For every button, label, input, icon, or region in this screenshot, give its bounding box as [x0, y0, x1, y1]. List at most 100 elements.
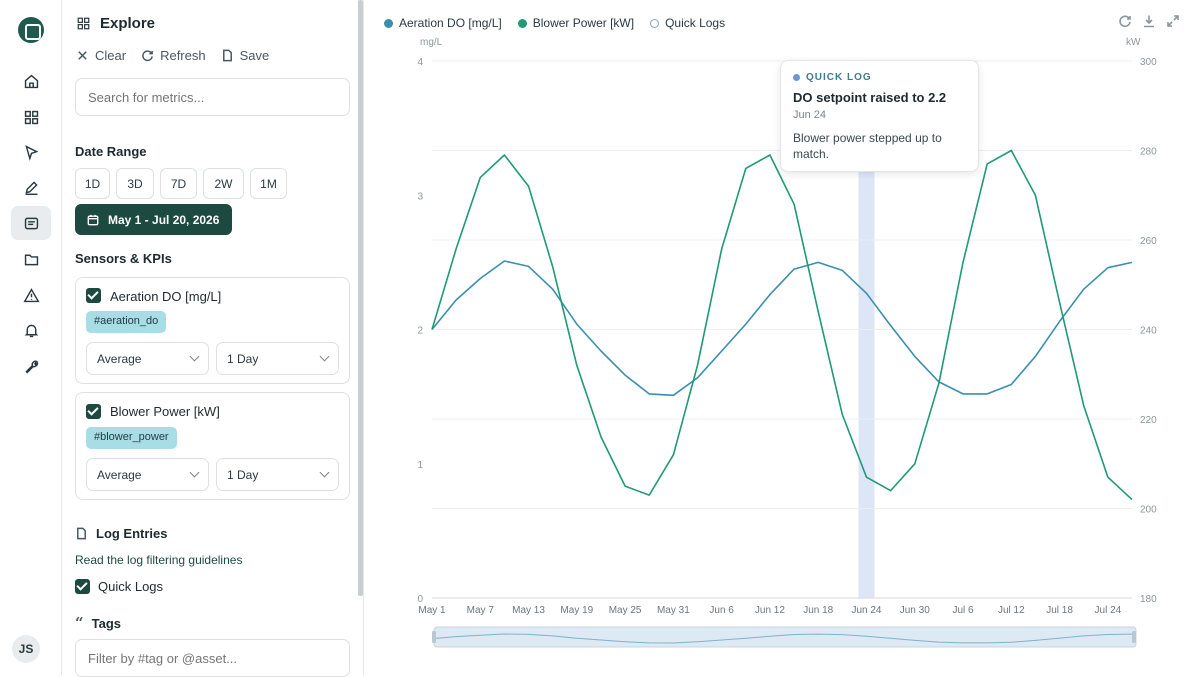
clear-label: Clear	[95, 48, 127, 63]
bell-icon[interactable]	[11, 313, 51, 347]
tag-filter-input[interactable]	[75, 639, 350, 677]
x-tick-label: May 19	[560, 605, 593, 616]
app-logo[interactable]	[18, 17, 44, 43]
refresh-label: Refresh	[160, 48, 206, 63]
range-3d-button[interactable]: 3D	[116, 168, 154, 199]
sensor-tag-do[interactable]: #aeration_do	[86, 311, 167, 333]
wrench-icon[interactable]	[11, 349, 51, 383]
chevron-down-icon	[189, 467, 200, 478]
quick-logs-label: Quick Logs	[98, 579, 164, 594]
y-right-tick: 180	[1140, 594, 1157, 605]
range-navigator	[433, 626, 1137, 648]
interval-select-power[interactable]: 1 Day	[216, 458, 339, 491]
metric-search-input[interactable]	[75, 78, 350, 116]
log-entries-label: Log Entries	[96, 526, 168, 541]
aggregation-select-do[interactable]: Average	[86, 342, 209, 375]
alert-icon[interactable]	[11, 278, 51, 312]
sensor-card-power: Blower Power [kW] #blower_power Average …	[75, 392, 350, 500]
y-left-tick: 0	[417, 594, 423, 605]
sensor-checkbox-power[interactable]	[86, 404, 101, 419]
explore-panel: Explore Clear Refresh Save Date Range 1D…	[62, 0, 362, 677]
explore-icon[interactable]	[11, 206, 51, 240]
x-tick-label: May 13	[512, 605, 545, 616]
download-icon[interactable]	[1142, 14, 1156, 28]
y-right-tick: 260	[1140, 236, 1157, 247]
y-right-tick: 300	[1140, 57, 1157, 68]
panel-title: Explore	[76, 15, 155, 32]
y-right-tick: 220	[1140, 415, 1157, 426]
interval-select-do[interactable]: 1 Day	[216, 342, 339, 375]
folder-icon[interactable]	[11, 242, 51, 276]
tooltip-title: DO setpoint raised to 2.2	[793, 90, 947, 105]
save-button[interactable]: Save	[221, 48, 269, 63]
document-icon	[77, 527, 86, 540]
edit-icon[interactable]	[11, 170, 51, 204]
guidelines-link[interactable]: Read the log filtering guidelines	[75, 553, 243, 567]
legend-item-power[interactable]: Blower Power [kW]	[517, 16, 635, 30]
quick-logs-toggle[interactable]: Quick Logs	[75, 579, 163, 594]
y-right-tick: 200	[1140, 505, 1157, 516]
home-icon[interactable]	[11, 64, 51, 98]
log-entries-heading: Log Entries	[75, 526, 168, 541]
range-1d-button[interactable]: 1D	[75, 168, 110, 199]
aggregation-value: Average	[97, 351, 142, 366]
range-2w-button[interactable]: 2W	[203, 168, 244, 199]
refresh-icon[interactable]	[1118, 14, 1132, 28]
legend-item-logs[interactable]: Quick Logs	[650, 16, 725, 30]
y-right-tick: 240	[1140, 326, 1157, 337]
date-picker-button[interactable]: May 1 - Jul 20, 2026	[75, 204, 232, 235]
legend-label-do: Aeration DO [mg/L]	[399, 16, 502, 30]
y-left-tick: 2	[417, 326, 423, 337]
y-left-tick: 3	[417, 191, 423, 202]
quick-log-tooltip[interactable]: QUICK LOG DO setpoint raised to 2.2 Jun …	[780, 60, 979, 172]
cursor-icon[interactable]	[11, 135, 51, 169]
chart-svg: 180 200 220 240 260 280 300 0 1 2 3 4 mg/L kW May 1 May…	[417, 37, 1157, 648]
refresh-icon	[142, 50, 153, 62]
legend-item-do[interactable]: Aeration DO [mg/L]	[384, 16, 502, 30]
quote-icon: “	[75, 614, 84, 632]
quick-logs-checkbox[interactable]	[75, 579, 90, 594]
refresh-button[interactable]: Refresh	[141, 48, 206, 63]
interval-value: 1 Day	[227, 467, 259, 482]
y-right-tick: 280	[1140, 147, 1157, 158]
tooltip-kicker-text: QUICK LOG	[806, 72, 872, 83]
sensor-tag-power[interactable]: #blower_power	[86, 427, 177, 449]
x-tick-label: Jun 12	[755, 605, 785, 616]
range-7d-button[interactable]: 7D	[160, 168, 197, 199]
x-tick-label: Jun 24	[851, 605, 881, 616]
panel-scrollbar[interactable]	[358, 0, 363, 596]
legend-label-power: Blower Power [kW]	[532, 16, 635, 30]
x-tick-label: Jun 18	[803, 605, 833, 616]
clear-button[interactable]: Clear	[76, 48, 126, 63]
x-tick-label: Jul 18	[1046, 605, 1073, 616]
x-tick-label: Jun 6	[709, 605, 734, 616]
dashboards-icon[interactable]	[11, 100, 51, 134]
legend-label-logs: Quick Logs	[665, 16, 726, 30]
date-range-label: Date Range	[75, 144, 147, 159]
close-icon	[78, 51, 87, 60]
sensor-label-power: Blower Power [kW]	[110, 404, 220, 419]
y-left-tick: 4	[417, 57, 423, 68]
legend-dot-do	[384, 18, 393, 28]
tags-label: Tags	[91, 615, 122, 631]
chevron-down-icon	[319, 351, 330, 362]
avatar[interactable]: JS	[12, 635, 40, 663]
x-tick-label: Jul 6	[952, 605, 974, 616]
chevron-down-icon	[319, 467, 330, 478]
x-tick-label: Jun 30	[900, 605, 930, 616]
chart-actions	[1118, 14, 1180, 28]
x-tick-label: Jul 12	[998, 605, 1025, 616]
sensors-label: Sensors & KPIs	[75, 251, 172, 266]
sensor-card-do: Aeration DO [mg/L] #aeration_do Average …	[75, 277, 350, 384]
range-1m-button[interactable]: 1M	[250, 168, 287, 199]
tooltip-dot	[793, 74, 800, 81]
expand-icon[interactable]	[1166, 14, 1180, 28]
legend-dot-logs	[650, 18, 660, 28]
panel-divider	[363, 0, 364, 675]
series-line-0	[431, 260, 1133, 397]
x-tick-label: May 25	[609, 605, 642, 616]
sensor-checkbox-do[interactable]	[86, 288, 101, 303]
chevron-down-icon	[189, 351, 200, 362]
aggregation-select-power[interactable]: Average	[86, 458, 209, 491]
range-buttons: 1D 3D 7D 2W 1M	[75, 168, 287, 199]
